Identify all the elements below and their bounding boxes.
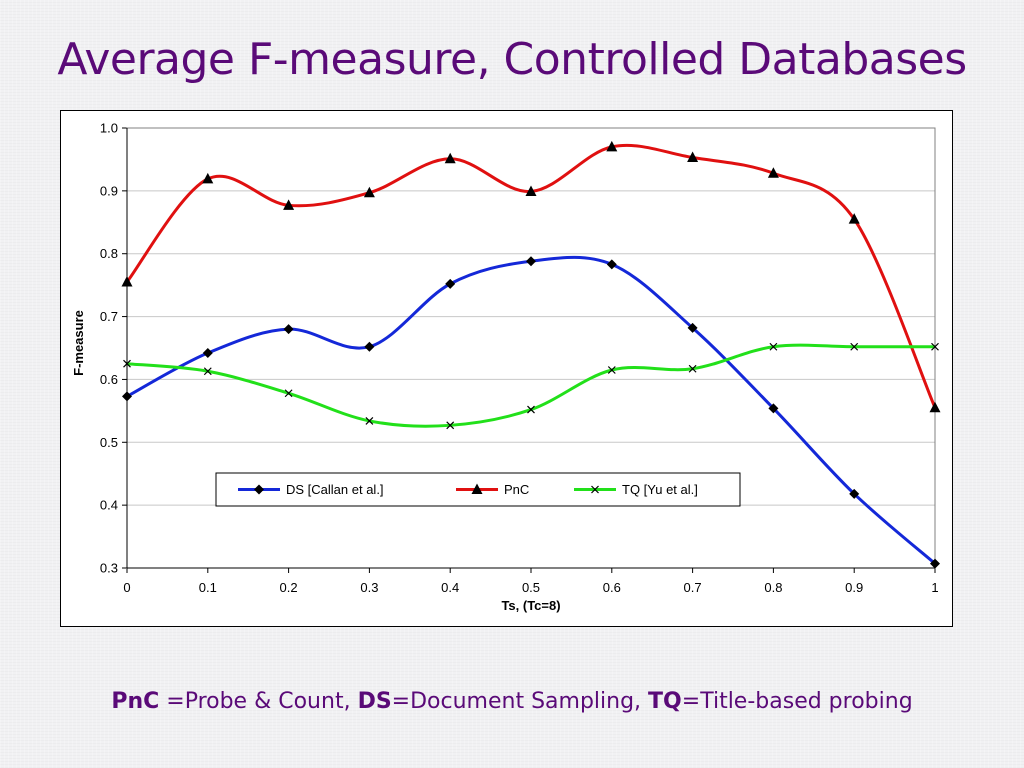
- data-point-tq: [688, 364, 697, 373]
- data-point-ds: [364, 341, 375, 352]
- x-axis-title: Ts, (Tc=8): [501, 598, 560, 613]
- y-tick-label: 0.3: [100, 561, 118, 576]
- data-point-ds: [768, 403, 779, 414]
- x-tick-label: 0.2: [280, 580, 298, 595]
- data-point-tq: [850, 342, 859, 351]
- legend-label-ds: DS [Callan et al.]: [286, 482, 384, 497]
- data-point-pnc: [283, 199, 295, 210]
- line-chart: 0.3 0.4 0.5 0.6 0.7 0.8 0.9 1.0 0 0.1 0.2 0.3 0.4 0.5…: [71, 121, 941, 613]
- legend-label-pnc: PnC: [504, 482, 529, 497]
- data-point-ds: [202, 348, 213, 359]
- data-point-ds: [526, 256, 536, 267]
- data-point-ds: [122, 391, 132, 402]
- footnote-abbr-tq: TQ: [648, 689, 682, 714]
- x-tick-label: 0.7: [684, 580, 702, 595]
- data-point-tq: [203, 367, 212, 376]
- abbreviation-footnote: PnC =Probe & Count, DS=Document Sampling…: [0, 689, 1024, 714]
- y-tick-label: 0.9: [100, 183, 118, 198]
- data-point-ds: [849, 488, 860, 499]
- data-point-ds: [930, 558, 940, 569]
- y-tick-label: 0.6: [100, 372, 118, 387]
- x-tick-label: 0.9: [845, 580, 863, 595]
- y-tick-label: 0.5: [100, 435, 118, 450]
- series-line-pnc: [125, 143, 937, 409]
- footnote-text-ds: =Document Sampling,: [391, 689, 649, 714]
- y-tick-label: 1.0: [100, 121, 118, 136]
- data-point-tq: [931, 342, 939, 351]
- x-tick-label: 0.5: [522, 580, 540, 595]
- data-point-pnc: [929, 401, 941, 413]
- footnote-text-tq: =Title-based probing: [681, 689, 913, 714]
- x-tick-label: 0.3: [360, 580, 378, 595]
- y-tick-label: 0.4: [100, 498, 118, 513]
- data-point-ds: [606, 259, 617, 270]
- data-point-pnc: [606, 140, 618, 152]
- y-tick-label: 0.8: [100, 246, 118, 261]
- data-point-ds: [445, 278, 456, 289]
- footnote-text-pnc: =Probe & Count,: [159, 689, 358, 714]
- data-point-ds: [687, 322, 698, 333]
- data-point-pnc: [444, 152, 456, 164]
- legend-marker-ds: [254, 484, 264, 495]
- data-point-tq: [123, 359, 131, 368]
- y-axis-title: F-measure: [71, 310, 86, 376]
- x-tick-label: 0: [123, 580, 130, 595]
- data-point-tq: [284, 389, 293, 398]
- slide-title: Average F-measure, Controlled Databases: [57, 34, 967, 85]
- data-point-pnc: [363, 186, 375, 198]
- x-tick-label: 0.6: [603, 580, 621, 595]
- data-point-pnc: [848, 213, 860, 224]
- footnote-abbr-pnc: PnC: [111, 689, 160, 714]
- data-point-pnc: [525, 185, 537, 196]
- data-point-tq: [769, 342, 778, 351]
- data-point-tq: [607, 366, 616, 374]
- footnote-abbr-ds: DS: [357, 689, 392, 714]
- x-tick-label: 0.8: [764, 580, 782, 595]
- series-line-tq: [126, 343, 935, 428]
- data-point-pnc: [202, 172, 214, 184]
- data-point-tq: [527, 405, 535, 414]
- y-tick-label: 0.7: [100, 309, 118, 324]
- legend-marker-pnc: [471, 483, 483, 494]
- data-point-pnc: [767, 167, 779, 178]
- data-point-pnc: [121, 276, 133, 287]
- x-tick-label: 0.1: [199, 580, 217, 595]
- data-point-pnc: [687, 151, 699, 163]
- x-tick-label: 1: [931, 580, 938, 595]
- legend-marker-tq: [591, 485, 599, 494]
- data-point-tq: [446, 421, 455, 430]
- data-point-ds: [283, 324, 294, 335]
- legend-label-tq: TQ [Yu et al.]: [622, 482, 698, 497]
- data-point-tq: [365, 416, 374, 425]
- x-tick-label: 0.4: [441, 580, 459, 595]
- chart-frame: 0.3 0.4 0.5 0.6 0.7 0.8 0.9 1.0 0 0.1 0.2 0.3 0.4 0.5…: [60, 110, 953, 627]
